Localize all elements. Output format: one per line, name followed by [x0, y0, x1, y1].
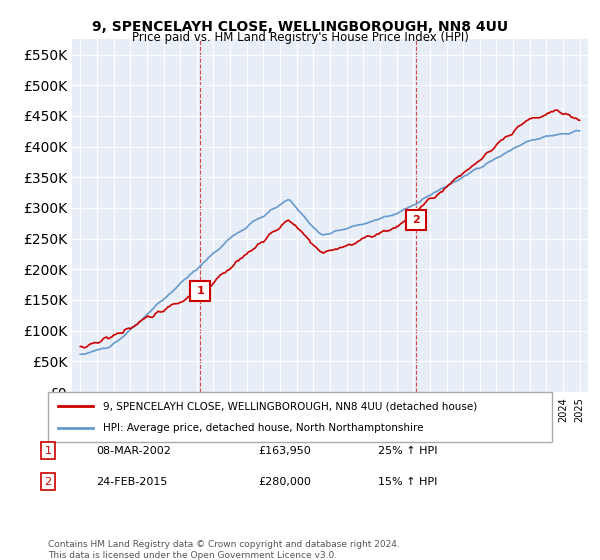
Text: 1: 1: [44, 446, 52, 456]
Text: £163,950: £163,950: [258, 446, 311, 456]
Text: 9, SPENCELAYH CLOSE, WELLINGBOROUGH, NN8 4UU: 9, SPENCELAYH CLOSE, WELLINGBOROUGH, NN8…: [92, 20, 508, 34]
Text: 9, SPENCELAYH CLOSE, WELLINGBOROUGH, NN8 4UU (detached house): 9, SPENCELAYH CLOSE, WELLINGBOROUGH, NN8…: [103, 401, 478, 411]
Text: 15% ↑ HPI: 15% ↑ HPI: [378, 477, 437, 487]
FancyBboxPatch shape: [48, 392, 552, 442]
Text: HPI: Average price, detached house, North Northamptonshire: HPI: Average price, detached house, Nort…: [103, 423, 424, 433]
Text: Price paid vs. HM Land Registry's House Price Index (HPI): Price paid vs. HM Land Registry's House …: [131, 31, 469, 44]
Text: Contains HM Land Registry data © Crown copyright and database right 2024.
This d: Contains HM Land Registry data © Crown c…: [48, 540, 400, 560]
Text: 2: 2: [412, 215, 419, 225]
Text: 08-MAR-2002: 08-MAR-2002: [96, 446, 171, 456]
Text: 1: 1: [196, 286, 204, 296]
Text: 2: 2: [44, 477, 52, 487]
Text: 24-FEB-2015: 24-FEB-2015: [96, 477, 167, 487]
Text: £280,000: £280,000: [258, 477, 311, 487]
Text: 25% ↑ HPI: 25% ↑ HPI: [378, 446, 437, 456]
